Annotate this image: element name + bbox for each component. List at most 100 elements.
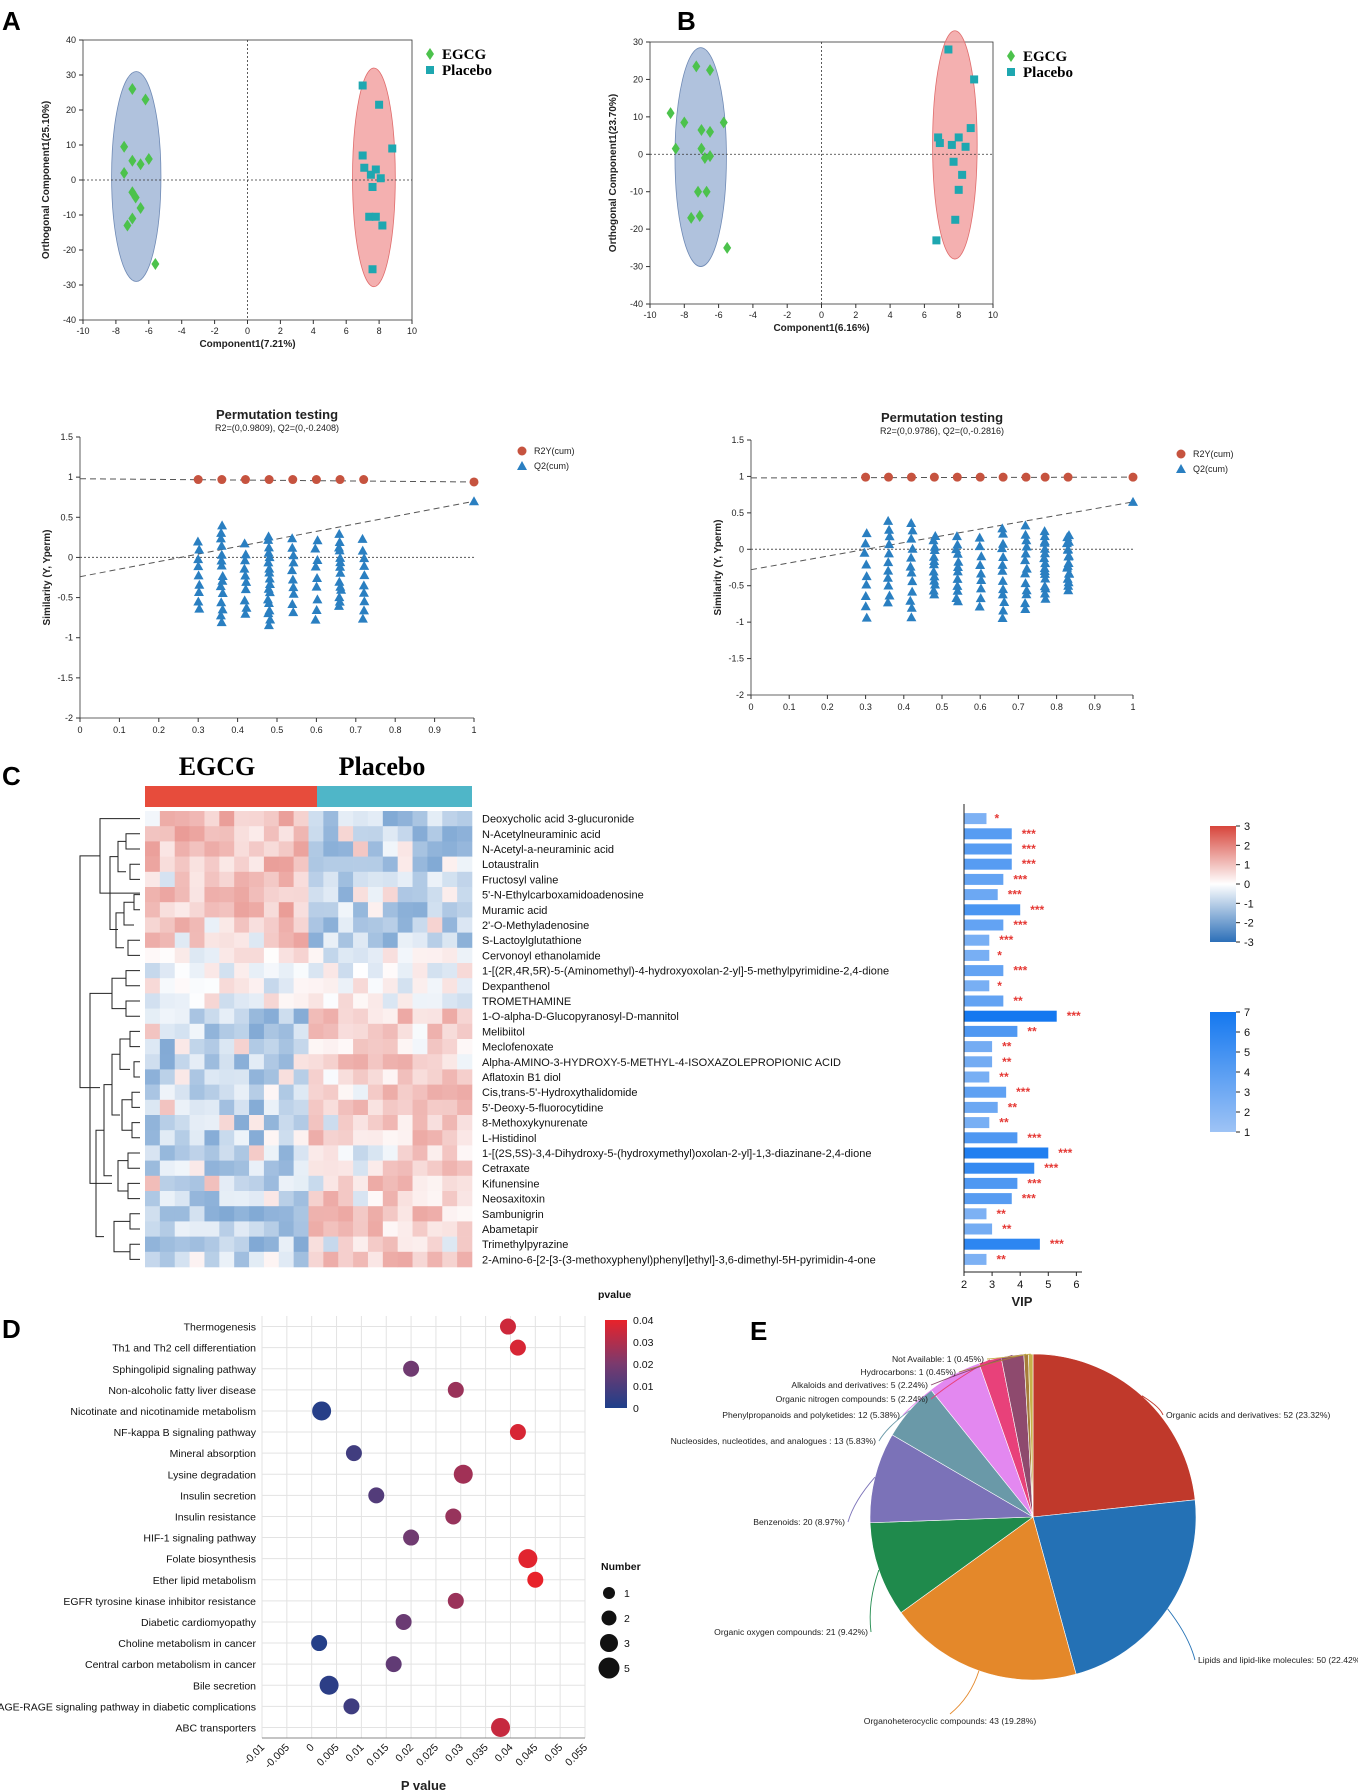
heatmap-cell (412, 1039, 428, 1055)
heatmap-cell (397, 1160, 413, 1177)
placebo-point (966, 124, 975, 133)
y-tick-label: -1 (736, 617, 744, 627)
x-tick-label: 0 (304, 1742, 317, 1755)
vip-bar (964, 995, 1004, 1007)
q2-perm-point (193, 596, 204, 606)
heatmap-cell (382, 841, 398, 857)
panel-label-D: D (2, 1314, 21, 1344)
heatmap-cell (219, 917, 235, 933)
placebo-point (961, 142, 970, 151)
q2-perm-point (216, 597, 227, 607)
pie-label: Organoheterocyclic compounds: 43 (19.28%… (864, 1716, 1037, 1726)
metabolite-label: 5'-Deoxy-5-fluorocytidine (482, 1102, 603, 1114)
heatmap-cell (353, 1099, 369, 1116)
heatmap-cell (234, 1175, 250, 1192)
q2-perm-point (335, 567, 346, 577)
heatmap-cell (367, 1251, 384, 1268)
metabolite-label: Fructosyl valine (482, 874, 558, 886)
heatmap-cell (249, 978, 265, 994)
x-tick-label: 0.03 (443, 1742, 466, 1765)
panel-a-score-plot: -10 -8 -6 -4 -2 0 2 4 6 8 10403020100-10-20-30-40C… (41, 35, 492, 350)
heatmap-cell (159, 978, 176, 994)
metabolite-label: Kifunensine (482, 1178, 540, 1190)
heatmap-cell (353, 1069, 369, 1085)
heatmap-cell (397, 917, 413, 933)
pathway-label: Diabetic cardiomyopathy (141, 1617, 257, 1629)
q2-perm-point (928, 585, 939, 595)
x-tick-label: 0.01 (344, 1742, 367, 1765)
q2-perm-point (263, 547, 274, 557)
heatmap-cell (249, 963, 265, 979)
heatmap-cell (263, 932, 280, 949)
dendrogram-branch (123, 901, 134, 926)
heatmap-cell (293, 932, 309, 949)
pie-leader-line (930, 1354, 1013, 1386)
heatmap-cell (278, 1039, 294, 1055)
x-tick-label: 1 (1130, 702, 1135, 712)
x-tick-label: 0.02 (393, 1742, 416, 1765)
pie-label: Hydrocarbons: 1 (0.45%) (860, 1367, 956, 1377)
pathway-label: Bile secretion (193, 1680, 256, 1692)
q2-perm-point (193, 587, 204, 597)
heatmap-cell (219, 993, 235, 1009)
heatmap-cell (204, 1008, 220, 1025)
heatmap-cell (189, 1221, 205, 1237)
heatmap-cell (367, 1099, 384, 1116)
heatmap-cell (174, 1175, 190, 1192)
heatmap-cell (234, 1206, 250, 1222)
metabolite-label: 1-[(2R,4R,5R)-5-(Aminomethyl)-4-hydroxyo… (482, 966, 889, 978)
heatmap-cell (412, 1054, 428, 1070)
pathway-label: Choline metabolism in cancer (118, 1638, 256, 1650)
x-tick-label: 0.2 (821, 702, 834, 712)
zscore-tick-label: -3 (1244, 937, 1254, 949)
heatmap-cell (323, 1145, 339, 1161)
heatmap-cell (338, 1054, 354, 1070)
significance-star: *** (1022, 842, 1036, 856)
heatmap-cell (263, 871, 280, 888)
vip-axis-label: VIP (1012, 1294, 1033, 1309)
perm-subtitle: R2=(0,0.9809), Q2=(0,-0.2408) (215, 423, 339, 433)
heatmap-cell (278, 1115, 294, 1131)
heatmap-cell (174, 917, 190, 933)
dendrogram-branch (127, 939, 140, 956)
heatmap-cell (442, 1206, 458, 1222)
heatmap-cell (397, 826, 413, 842)
heatmap-cell (219, 1191, 235, 1207)
metabolite-label: 1-O-alpha-D-Glucopyranosyl-D-mannitol (482, 1011, 679, 1023)
metabolite-label: 8-Methoxykynurenate (482, 1118, 588, 1130)
panel-c-heatmap: EGCG Placebo Deoxycholic acid 3-glucuronid… (79, 752, 1254, 1309)
heatmap-cell (412, 978, 428, 994)
egcg-point (706, 125, 715, 138)
x-tick-label: 8 (377, 326, 382, 336)
vip-tick-label: 2 (961, 1279, 967, 1291)
dendrogram-branch (89, 992, 112, 1184)
heatmap-cell (234, 841, 250, 857)
heatmap-cell (338, 856, 354, 873)
q2-perm-point (1040, 573, 1051, 583)
vip-bar (964, 1223, 993, 1235)
y-tick-label: -30 (63, 280, 76, 290)
q2-perm-point (861, 579, 872, 589)
heatmap-cell (263, 1069, 280, 1085)
heatmap-cell (204, 1130, 220, 1146)
y-tick-label: 0 (638, 149, 643, 159)
q2-perm-point (240, 584, 251, 594)
group-bar-egcg (145, 786, 317, 807)
pie-label: Organic oxygen compounds: 21 (9.42%) (714, 1627, 868, 1637)
heatmap-cell (234, 1039, 250, 1055)
heatmap-cell (457, 1023, 473, 1040)
heatmap-cell (234, 1084, 250, 1101)
q2-perm-point (288, 588, 299, 598)
q2-perm-point (1039, 526, 1050, 536)
q2-perm-point (951, 592, 962, 602)
heatmap-cell (174, 932, 190, 949)
heatmap-cell (174, 811, 190, 827)
significance-star: ** (1013, 994, 1023, 1008)
q2-perm-point (997, 612, 1008, 622)
dendrogram-branch (129, 1213, 140, 1230)
heatmap-cell (427, 1251, 443, 1268)
heatmap-cell (159, 1023, 176, 1040)
q2-perm-point (1039, 563, 1050, 573)
x-tick-label: 1 (471, 725, 476, 735)
heatmap-cell (278, 917, 294, 933)
